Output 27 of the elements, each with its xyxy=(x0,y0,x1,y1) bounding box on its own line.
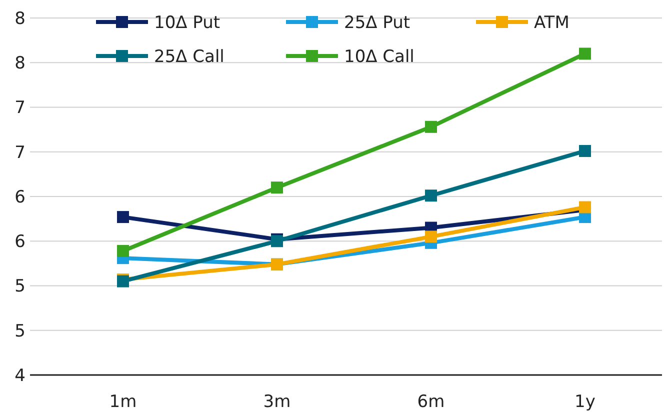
legend-label: ATM xyxy=(534,13,570,33)
legend-label: 25Δ Put xyxy=(344,13,410,33)
legend-label: 10Δ Call xyxy=(344,47,414,67)
y-tick-label: 6 xyxy=(14,187,26,208)
point xyxy=(425,230,437,243)
y-tick-label: 6 xyxy=(14,232,26,252)
x-tick-label: 1m xyxy=(109,392,137,412)
y-tick-label: 8 xyxy=(14,54,26,74)
y-tick-label: 5 xyxy=(14,276,26,297)
point xyxy=(117,244,129,257)
point xyxy=(579,48,591,60)
x-tick-label: 6m xyxy=(417,392,445,412)
y-tick-label: 7 xyxy=(14,98,26,118)
point xyxy=(579,144,591,157)
legend-label: 25Δ Call xyxy=(154,47,224,67)
point xyxy=(425,120,437,133)
y-tick-label: 7 xyxy=(14,142,26,163)
point xyxy=(425,190,437,202)
x-tick-label: 1y xyxy=(574,392,596,412)
point xyxy=(271,182,283,194)
legend-label: 10Δ Put xyxy=(154,13,220,33)
x-tick-label: 3m xyxy=(263,392,291,412)
point xyxy=(117,211,129,224)
y-tick-label: 5 xyxy=(14,321,26,342)
y-tick-label: 4 xyxy=(14,366,26,386)
point xyxy=(579,201,591,214)
y-tick-label: 8 xyxy=(14,8,26,29)
